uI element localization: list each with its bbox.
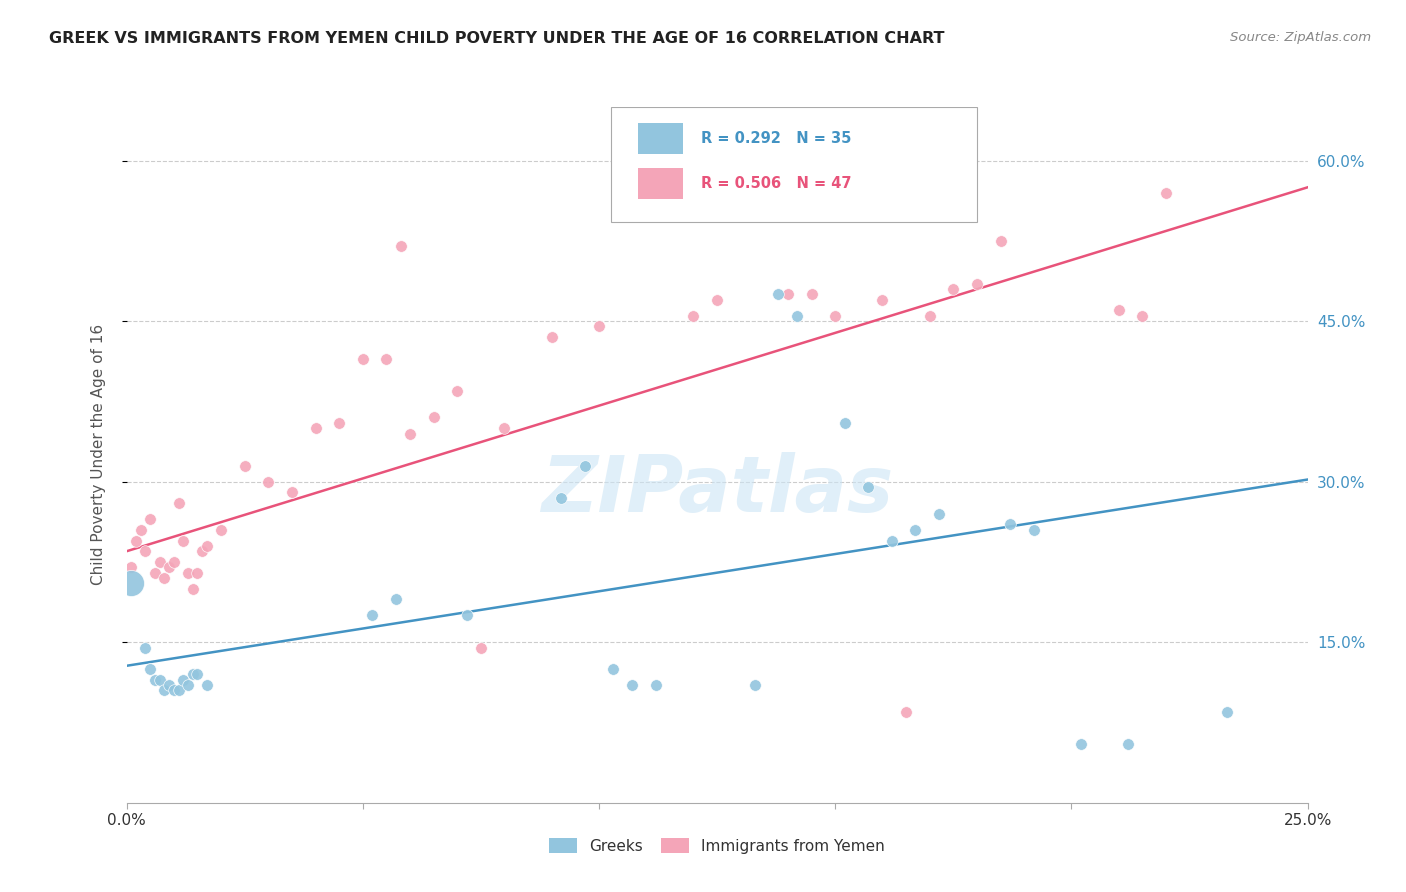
Point	[540, 330, 562, 344]
Point	[304, 421, 326, 435]
Point	[385, 592, 408, 607]
Point	[120, 560, 142, 574]
Point	[574, 458, 596, 473]
Point	[149, 555, 172, 569]
Point	[786, 309, 808, 323]
Point	[768, 287, 790, 301]
Point	[998, 517, 1021, 532]
Point	[172, 673, 194, 687]
Point	[163, 555, 186, 569]
Point	[143, 566, 166, 580]
Point	[143, 673, 166, 687]
Point	[181, 582, 204, 596]
Point	[129, 523, 152, 537]
Point	[139, 512, 162, 526]
Point	[494, 421, 516, 435]
Point	[1108, 303, 1130, 318]
Point	[186, 667, 208, 681]
Point	[149, 673, 172, 687]
Point	[588, 319, 610, 334]
Point	[125, 533, 148, 548]
Point	[328, 416, 350, 430]
Point	[233, 458, 256, 473]
Text: GREEK VS IMMIGRANTS FROM YEMEN CHILD POVERTY UNDER THE AGE OF 16 CORRELATION CHA: GREEK VS IMMIGRANTS FROM YEMEN CHILD POV…	[49, 31, 945, 46]
Point	[181, 667, 204, 681]
Point	[834, 416, 856, 430]
Point	[186, 566, 208, 580]
Point	[1070, 737, 1092, 751]
Point	[470, 640, 492, 655]
Point	[352, 351, 374, 366]
Point	[139, 662, 162, 676]
Point	[163, 683, 186, 698]
Point	[281, 485, 304, 500]
Point	[966, 277, 988, 291]
Text: R = 0.506   N = 47: R = 0.506 N = 47	[700, 176, 851, 191]
Point	[195, 678, 218, 692]
Point	[621, 678, 644, 692]
Point	[918, 309, 941, 323]
Point	[257, 475, 280, 489]
Point	[389, 239, 412, 253]
Point	[776, 287, 799, 301]
FancyBboxPatch shape	[610, 107, 977, 222]
Point	[446, 384, 468, 398]
Point	[1022, 523, 1045, 537]
Point	[928, 507, 950, 521]
Point	[157, 678, 180, 692]
Point	[706, 293, 728, 307]
Point	[195, 539, 218, 553]
Point	[172, 533, 194, 548]
Point	[1216, 705, 1239, 719]
Point	[361, 608, 384, 623]
Text: Source: ZipAtlas.com: Source: ZipAtlas.com	[1230, 31, 1371, 45]
Point	[375, 351, 398, 366]
Point	[942, 282, 965, 296]
Point	[399, 426, 422, 441]
Point	[1130, 309, 1153, 323]
Point	[894, 705, 917, 719]
Point	[134, 544, 156, 558]
Point	[177, 566, 200, 580]
Point	[904, 523, 927, 537]
Point	[153, 683, 176, 698]
Point	[824, 309, 846, 323]
Legend: Greeks, Immigrants from Yemen: Greeks, Immigrants from Yemen	[541, 830, 893, 862]
Point	[682, 309, 704, 323]
Point	[744, 678, 766, 692]
Point	[990, 234, 1012, 248]
Point	[872, 293, 894, 307]
Point	[880, 533, 903, 548]
Point	[456, 608, 478, 623]
Point	[1116, 737, 1139, 751]
Point	[550, 491, 572, 505]
Point	[134, 640, 156, 655]
Text: R = 0.292   N = 35: R = 0.292 N = 35	[700, 131, 851, 146]
Point	[177, 678, 200, 692]
Point	[191, 544, 214, 558]
Point	[167, 496, 190, 510]
Text: ZIPatlas: ZIPatlas	[541, 451, 893, 528]
Point	[644, 678, 666, 692]
Point	[422, 410, 444, 425]
Point	[167, 683, 190, 698]
Point	[209, 523, 232, 537]
Point	[1154, 186, 1177, 200]
Point	[153, 571, 176, 585]
Point	[800, 287, 823, 301]
Bar	[638, 168, 683, 199]
Point	[858, 480, 880, 494]
Bar	[638, 123, 683, 154]
Point	[120, 576, 142, 591]
Point	[157, 560, 180, 574]
Y-axis label: Child Poverty Under the Age of 16: Child Poverty Under the Age of 16	[91, 325, 105, 585]
Point	[602, 662, 624, 676]
